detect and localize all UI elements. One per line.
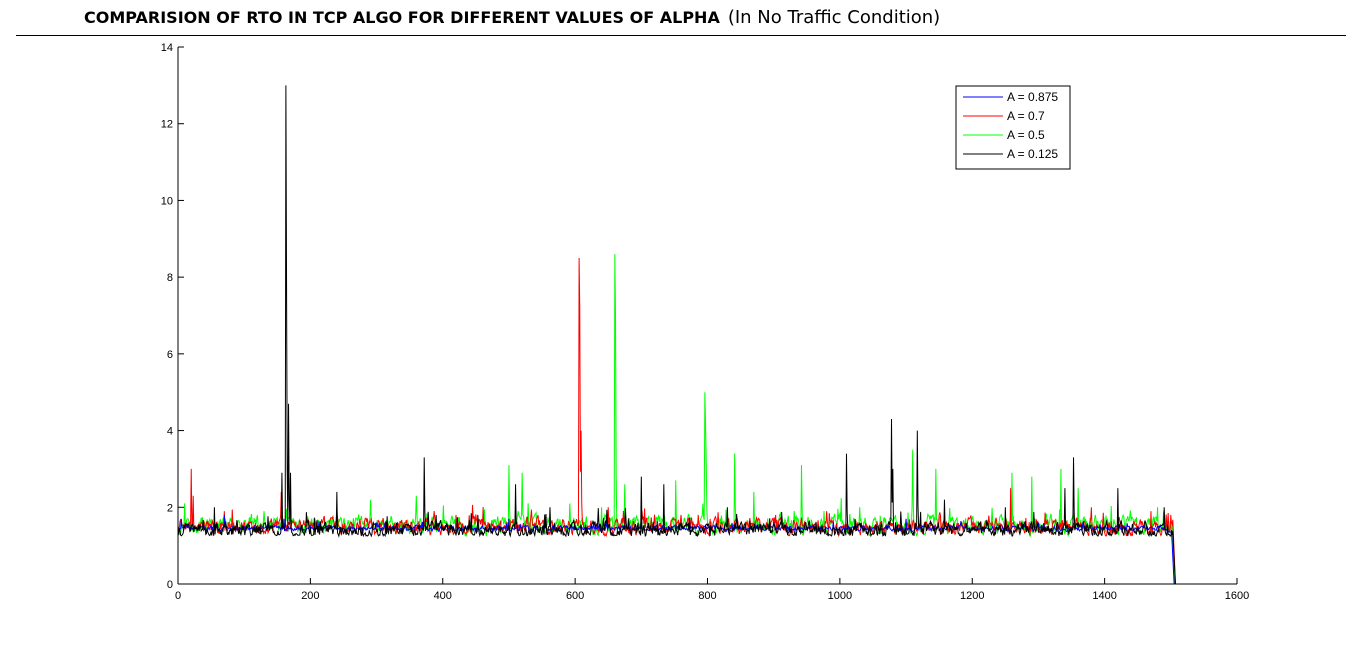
legend-box [955,85,1071,170]
legend-label-2: A = 0.5 [1007,128,1045,142]
title-divider [16,35,1346,36]
chart-title: COMPARISION OF RTO IN TCP ALGO FOR DIFFE… [84,8,720,27]
y-tick-label: 0 [167,579,173,591]
y-tick-label: 10 [161,195,173,207]
series-layer [177,85,1176,585]
legend-label-0: A = 0.875 [1007,90,1058,104]
axes-layer: 0 200 400 600 800 1000 1200 1400 1600 0 2 4 6 8 10 12 14 [161,42,1249,602]
x-tick-label: 600 [566,590,584,602]
x-tick-label: 400 [434,590,452,602]
y-tick-label: 12 [161,119,173,131]
legend: A = 0.875 A = 0.7 A = 0.5 A = 0.125 [955,85,1071,170]
y-tick-label: 6 [167,349,173,361]
x-tick-label: 800 [698,590,716,602]
chart-subtitle: (In No Traffic Condition) [727,7,941,28]
x-tick-label: 0 [175,590,181,602]
y-tick-label: 2 [167,502,173,514]
x-tick-label: 200 [301,590,319,602]
y-tick-label: 8 [167,272,173,284]
y-tick-label: 14 [161,42,173,54]
legend-label-1: A = 0.7 [1007,109,1045,123]
chart-title-row: COMPARISION OF RTO IN TCP ALGO FOR DIFFE… [84,7,940,33]
x-tick-label: 1400 [1092,590,1116,602]
y-tick-label: 4 [167,426,173,438]
x-tick-label: 1000 [828,590,852,602]
series-line-3 [177,85,1176,585]
x-tick-label: 1600 [1225,590,1249,602]
x-tick-label: 1200 [960,590,984,602]
legend-label-3: A = 0.125 [1007,147,1058,161]
